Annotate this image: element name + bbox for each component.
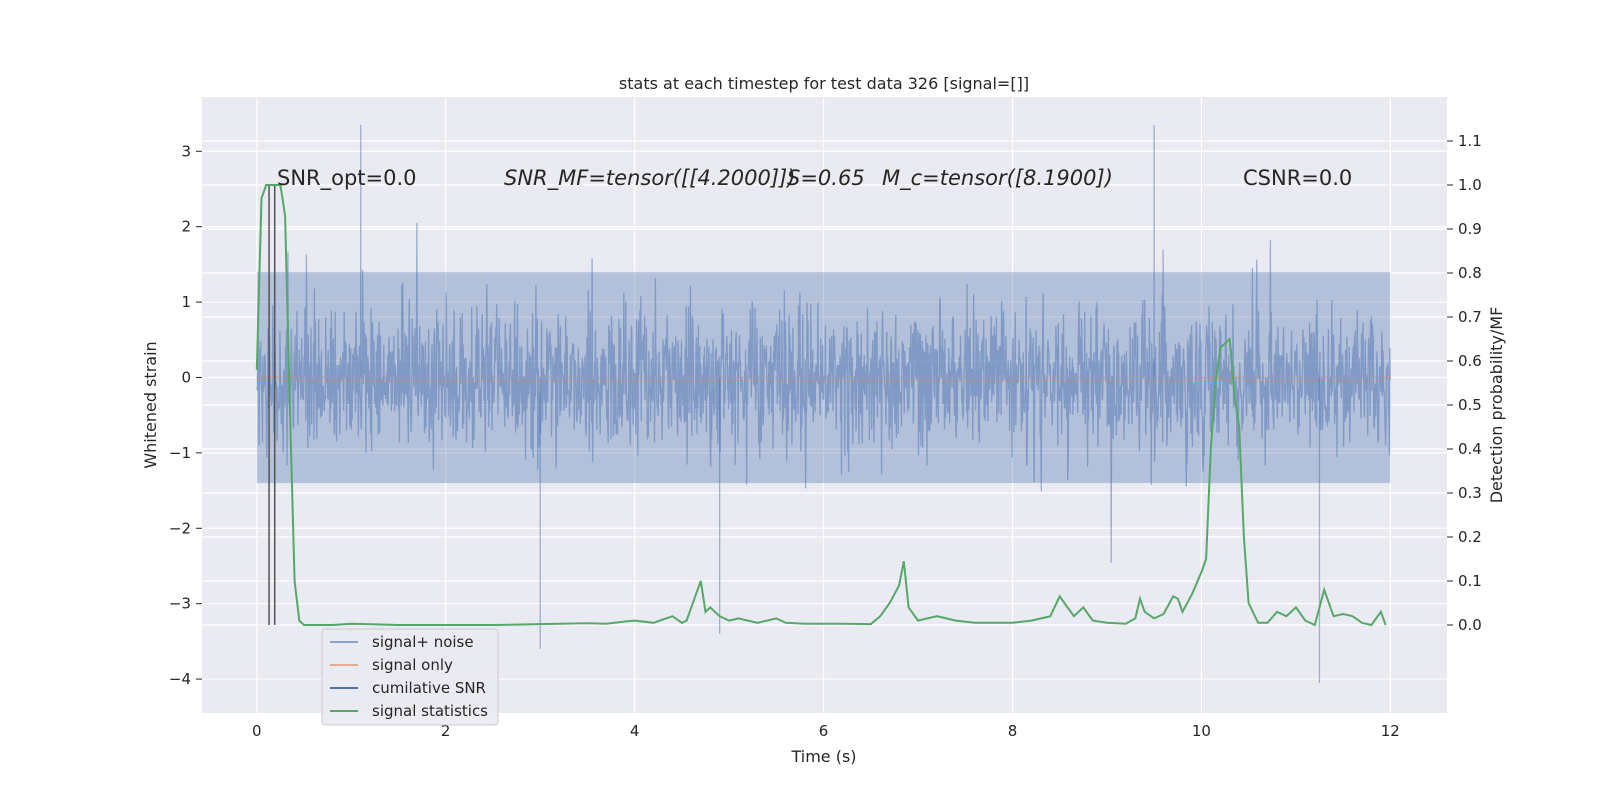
y-tick-label: −3 <box>169 595 191 613</box>
y2-tick-label: 0.8 <box>1458 264 1482 282</box>
y-tick-label: −1 <box>169 444 191 462</box>
y2-tick-label: 0.2 <box>1458 528 1482 546</box>
x-tick-label: 8 <box>1008 722 1018 740</box>
legend-box <box>321 628 499 726</box>
x-tick-label: 2 <box>441 722 451 740</box>
legend-label-signal-only: signal only <box>372 656 453 674</box>
signal-statistics-line <box>255 184 1387 627</box>
annotation-mc: M_c=tensor([8.1900]) <box>882 166 1113 191</box>
x-tick-label: 4 <box>630 722 640 740</box>
annotation-snr-opt: SNR_opt=0.0 <box>277 166 417 191</box>
y-tick-label: 0 <box>181 368 191 386</box>
y2-tick-label: 0.5 <box>1458 396 1482 414</box>
y-tick-labels: 3 2 1 0 −1 −2 −3 −4 <box>169 142 202 688</box>
y2-tick-label: 0.7 <box>1458 308 1482 326</box>
event-marker-lines <box>268 185 276 625</box>
y2-tick-label: 0.0 <box>1458 616 1482 634</box>
y-tick-label: 2 <box>181 218 191 236</box>
y-tick-label: 3 <box>181 142 191 160</box>
chart-title: stats at each timestep for test data 326… <box>619 74 1029 93</box>
y2-tick-label: 0.4 <box>1458 440 1482 458</box>
legend-label-signal-statistics: signal statistics <box>372 702 488 720</box>
y2-tick-label: 0.1 <box>1458 572 1482 590</box>
x-axis-label: Time (s) <box>790 747 856 766</box>
y-tick-label: −2 <box>169 519 191 537</box>
series-signal-statistics <box>255 184 1387 627</box>
legend-label-cumulative-snr: cumilative SNR <box>372 679 486 697</box>
y2-axis-label: Detection probability/MF <box>1487 307 1506 504</box>
annotation-csnr: CSNR=0.0 <box>1243 166 1352 190</box>
x-tick-label: 10 <box>1192 722 1211 740</box>
signal-noise-line <box>256 222 1391 563</box>
x-tick-label: 6 <box>819 722 829 740</box>
y-tick-label: −4 <box>169 670 191 688</box>
x-tick-label: 12 <box>1381 722 1400 740</box>
y-axis-label: Whitened strain <box>141 341 160 468</box>
y2-tick-label: 0.6 <box>1458 352 1482 370</box>
y2-tick-label: 0.9 <box>1458 220 1482 238</box>
annotation-snr-mf: SNR_MF=tensor([[4.2000]]) <box>504 166 795 191</box>
x-tick-labels: 0 2 4 6 8 10 12 <box>252 722 1400 740</box>
y-tick-label: 1 <box>181 293 191 311</box>
annotation-s: S=0.65 <box>787 166 865 190</box>
y2-tick-label: 0.3 <box>1458 484 1482 502</box>
y2-tick-labels: 1.1 1.0 0.9 0.8 0.7 0.6 0.5 0.4 0.3 0.2 0.1 0.0 <box>1447 132 1482 634</box>
x-tick-label: 0 <box>252 722 262 740</box>
legend-label-signal-noise: signal+ noise <box>372 633 474 651</box>
legend: signal+ noise signal only cumilative SNR… <box>321 628 499 726</box>
y2-tick-label: 1.0 <box>1458 176 1482 194</box>
y2-tick-label: 1.1 <box>1458 132 1482 150</box>
